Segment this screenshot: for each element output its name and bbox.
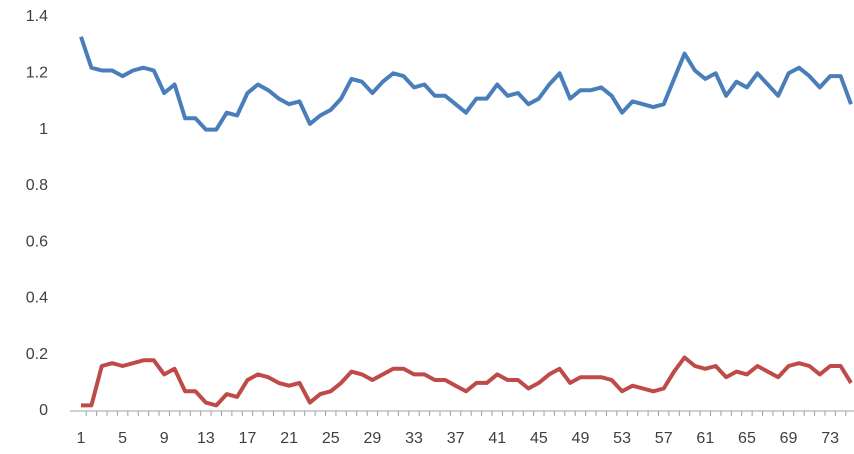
x-tick-label: 57: [655, 430, 673, 447]
x-tick-label: 41: [488, 430, 506, 447]
x-tick-label: 69: [780, 430, 798, 447]
y-tick-label: 0: [39, 402, 48, 419]
x-tick-label: 61: [696, 430, 714, 447]
x-tick-label: 21: [280, 430, 298, 447]
x-tick-label: 37: [447, 430, 465, 447]
y-tick-label: 1: [39, 121, 48, 138]
y-tick-label: 0.2: [26, 346, 48, 363]
x-tick-label: 13: [197, 430, 215, 447]
x-tick-label: 73: [821, 430, 839, 447]
x-tick-label: 33: [405, 430, 423, 447]
series-line: [81, 355, 853, 408]
y-tick-label: 0.6: [26, 233, 48, 250]
x-tick-label: 17: [239, 430, 257, 447]
y-tick-label: 0.4: [26, 290, 48, 307]
x-tick-label: 25: [322, 430, 340, 447]
y-tick-label: 1.4: [26, 8, 48, 25]
x-tick-label: 53: [613, 430, 631, 447]
series-line: [79, 36, 853, 132]
x-tick-label: 5: [118, 430, 127, 447]
x-tick-label: 1: [77, 430, 86, 447]
x-tick-label: 45: [530, 430, 548, 447]
x-tick-label: 9: [160, 430, 169, 447]
x-tick-label: 65: [738, 430, 756, 447]
y-tick-label: 0.8: [26, 177, 48, 194]
x-tick-label: 29: [363, 430, 381, 447]
x-tick-label: 49: [572, 430, 590, 447]
y-tick-label: 1.2: [26, 65, 48, 82]
